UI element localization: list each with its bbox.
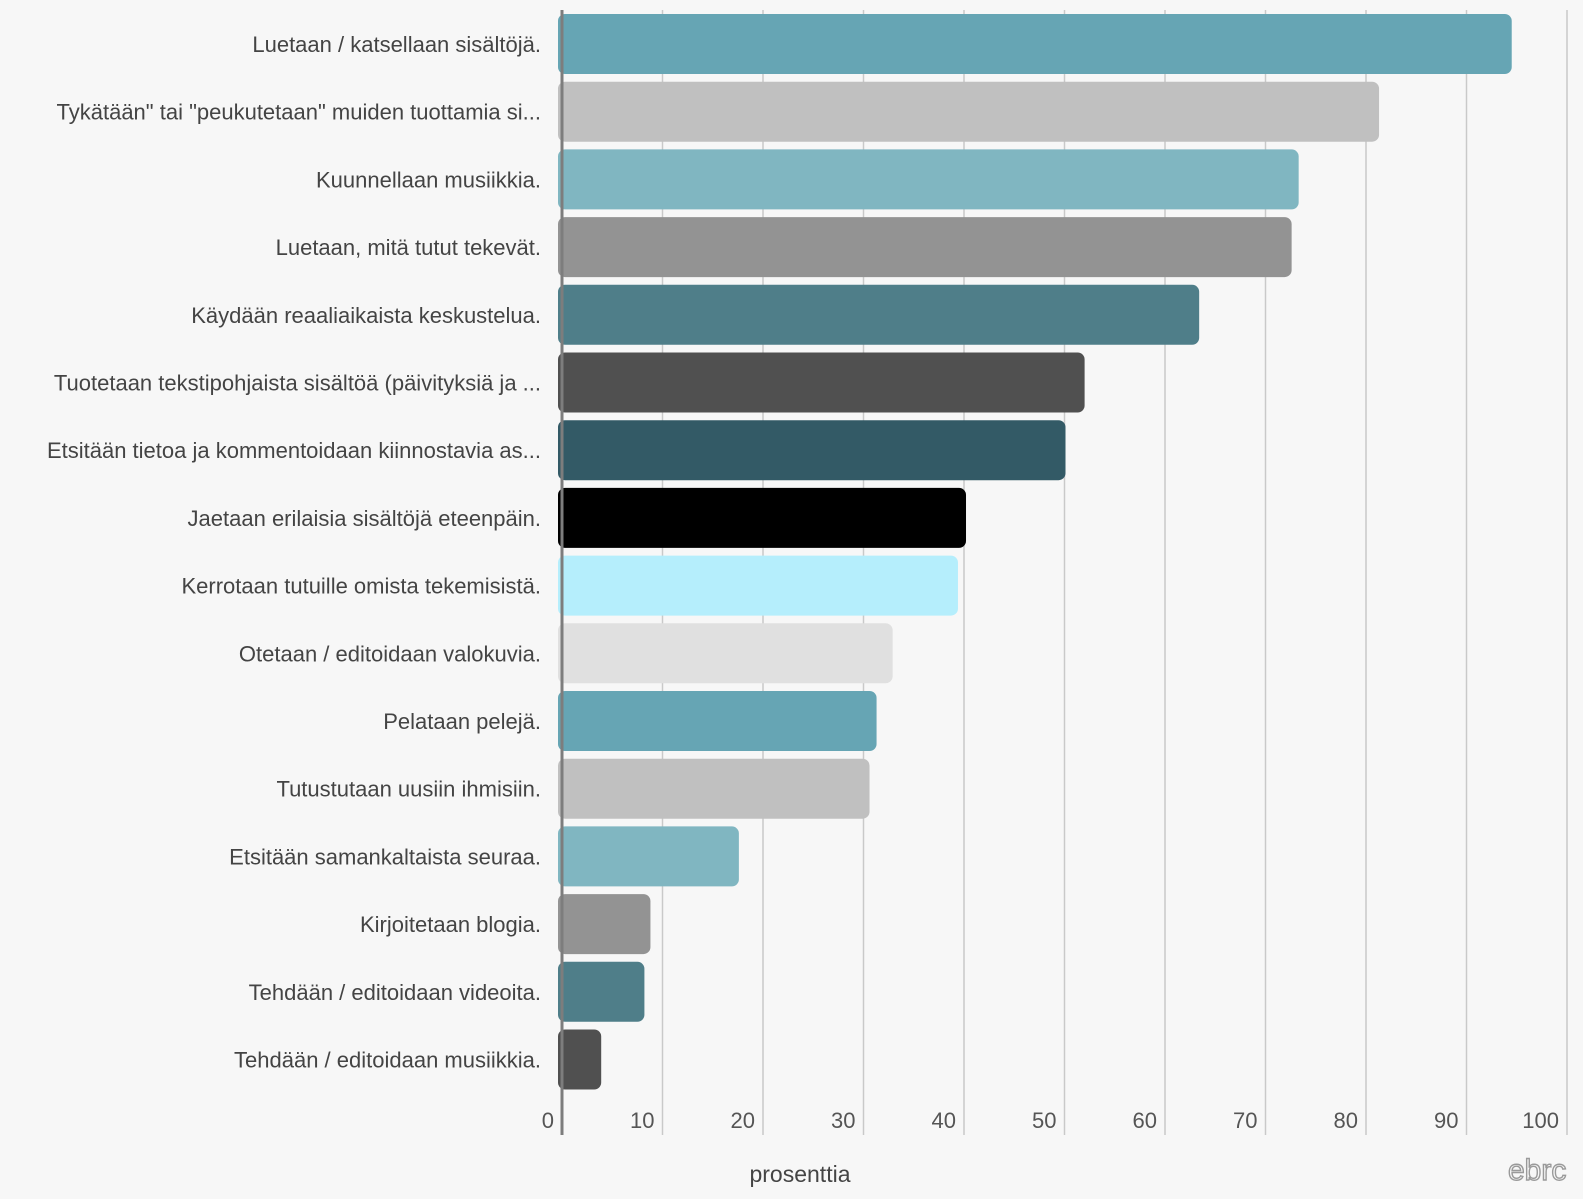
bar-9 — [558, 555, 958, 616]
x-tick-label-70: 70 — [1233, 1108, 1257, 1133]
bar-series — [558, 14, 1512, 1090]
bar-16 — [558, 1029, 602, 1090]
bar-3 — [558, 149, 1299, 210]
x-tick-label-0: 0 — [542, 1108, 554, 1133]
ebrc-logo-icon: ebrc — [1508, 1154, 1566, 1187]
x-tick-label-30: 30 — [831, 1108, 855, 1133]
bar-4 — [558, 217, 1292, 278]
category-label-3: Kuunnellaan musiikkia. — [316, 167, 541, 192]
bar-14 — [558, 894, 651, 955]
x-tick-label-50: 50 — [1032, 1108, 1056, 1133]
category-label-10: Otetaan / editoidaan valokuvia. — [239, 641, 541, 666]
category-label-1: Luetaan / katsellaan sisältöjä. — [252, 32, 541, 57]
category-label-14: Kirjoitetaan blogia. — [360, 912, 541, 937]
category-label-16: Tehdään / editoidaan musiikkia. — [234, 1048, 541, 1073]
x-tick-label-20: 20 — [731, 1108, 755, 1133]
category-label-13: Etsitään samankaltaista seuraa. — [229, 844, 541, 869]
x-tick-labels: 0 10 20 30 40 50 60 70 80 90 100 — [542, 1108, 1559, 1133]
category-labels: Luetaan / katsellaan sisältöjä. Tykätään"… — [47, 32, 541, 1073]
category-label-7: Etsitään tietoa ja kommentoidaan kiinnos… — [47, 438, 541, 463]
bar-12 — [558, 758, 870, 819]
bar-6 — [558, 352, 1085, 413]
bar-8 — [558, 487, 967, 548]
category-label-8: Jaetaan erilaisia sisältöjä eteenpäin. — [188, 506, 541, 531]
category-label-9: Kerrotaan tutuille omista tekemisistä. — [182, 574, 542, 599]
bar-15 — [558, 961, 645, 1022]
category-label-12: Tutustutaan uusiin ihmisiin. — [276, 777, 541, 802]
category-label-4: Luetaan, mitä tutut tekevät. — [276, 235, 541, 260]
bar-13 — [558, 826, 739, 887]
x-tick-label-80: 80 — [1334, 1108, 1358, 1133]
x-axis-title: prosenttia — [749, 1161, 850, 1187]
bar-1 — [558, 14, 1512, 74]
x-tick-label-10: 10 — [630, 1108, 654, 1133]
x-tick-label-90: 90 — [1434, 1108, 1458, 1133]
category-label-2: Tykätään" tai "peukutetaan" muiden tuott… — [57, 100, 541, 125]
x-tick-label-40: 40 — [932, 1108, 956, 1133]
bar-10 — [558, 623, 893, 684]
category-label-5: Käydään reaaliaikaista keskustelua. — [191, 303, 541, 328]
bar-7 — [558, 420, 1066, 481]
bar-2 — [558, 81, 1380, 142]
category-label-11: Pelataan pelejä. — [383, 709, 541, 734]
category-label-6: Tuotetaan tekstipohjaista sisältöä (päiv… — [54, 371, 541, 396]
x-tick-label-60: 60 — [1133, 1108, 1157, 1133]
bar-11 — [558, 691, 877, 751]
bar-5 — [558, 284, 1200, 345]
x-tick-label-100: 100 — [1522, 1108, 1559, 1133]
category-label-15: Tehdään / editoidaan videoita. — [249, 980, 541, 1005]
